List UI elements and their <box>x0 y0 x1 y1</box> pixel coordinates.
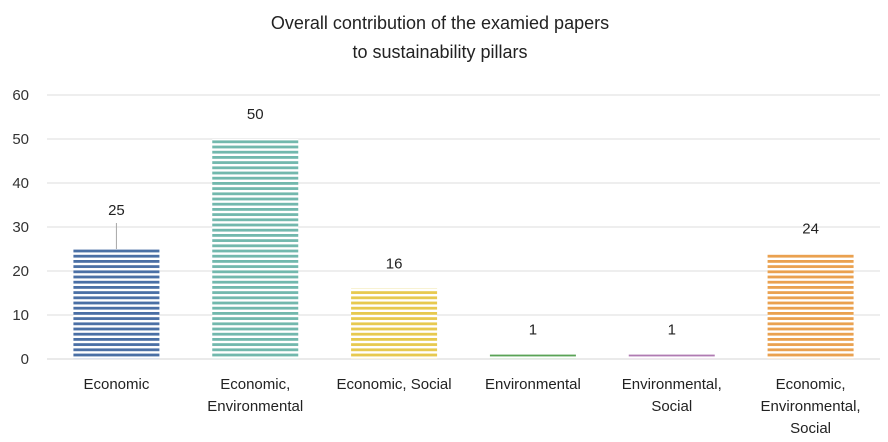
bar-environmental-social <box>628 354 715 359</box>
chart-title: Overall contribution of the examied pape… <box>271 13 609 62</box>
y-tick-label: 10 <box>12 307 29 324</box>
data-label: 16 <box>386 256 403 273</box>
bar-economic-environmental-social <box>767 253 854 359</box>
x-category-label-line: Economic, <box>220 376 290 393</box>
bar-economic <box>73 249 160 359</box>
y-tick-label: 40 <box>12 175 29 192</box>
bar-environmental <box>489 354 576 359</box>
x-category-label-line: Social <box>651 398 692 415</box>
y-tick-label: 20 <box>12 263 29 280</box>
data-label: 24 <box>802 220 819 237</box>
x-category-label-line: Economic, <box>776 376 846 393</box>
x-category-label-line: Environmental <box>485 376 581 393</box>
x-category-label-line: Economic <box>83 376 149 393</box>
y-tick-label: 60 <box>12 87 29 104</box>
data-label: 1 <box>529 322 537 339</box>
x-category-label-line: Environmental, <box>761 398 861 415</box>
y-tick-label: 50 <box>12 131 29 148</box>
data-label: 50 <box>247 106 264 123</box>
bar-economic-environmental <box>212 139 299 359</box>
x-category-label-line: Environmental <box>207 398 303 415</box>
y-tick-label: 30 <box>12 219 29 236</box>
data-label: 25 <box>108 202 125 219</box>
x-category-label-line: Social <box>790 420 831 437</box>
bar-economic-social <box>351 288 438 359</box>
y-tick-label: 0 <box>21 351 29 368</box>
data-label: 1 <box>668 322 676 339</box>
chart-title-line: to sustainability pillars <box>352 42 527 62</box>
x-category-label-line: Environmental, <box>622 376 722 393</box>
chart-title-line: Overall contribution of the examied pape… <box>271 13 609 33</box>
x-category-label-line: Economic, Social <box>337 376 452 393</box>
